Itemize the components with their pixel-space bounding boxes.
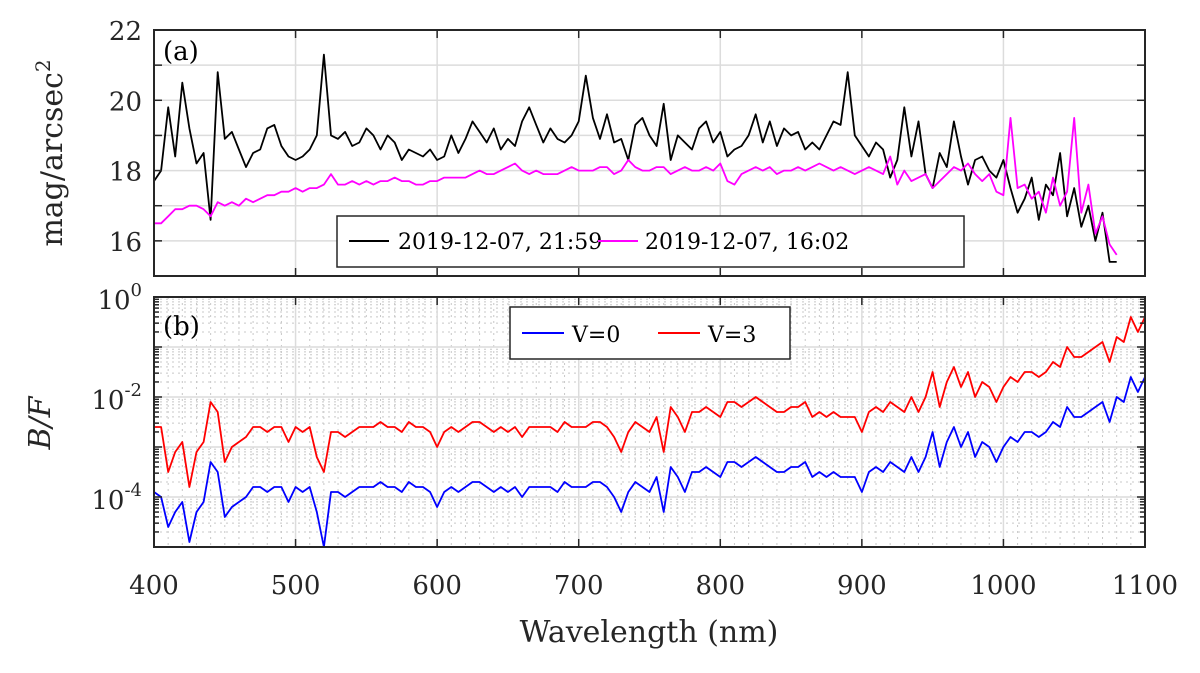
panel-a-ticks: 16 18 20 22 (109, 17, 1146, 277)
tick-exponent: -2 (124, 380, 142, 401)
panel-a-ytick-label: 20 (109, 87, 142, 117)
series-line-v0 (153, 376, 1146, 548)
x-tick-label: 600 (412, 571, 462, 601)
tick-exponent: 0 (131, 280, 142, 301)
panel-a-lines (153, 53, 1118, 263)
panel-a-ytick-label: 22 (109, 17, 142, 47)
panel-b-ytick-label: 10-4 (91, 480, 142, 516)
panel-b-ytick-label: 100 (97, 280, 142, 316)
tick-base: 10 (91, 386, 124, 416)
panel-b-lines (153, 316, 1146, 548)
panel-b-frame (153, 296, 1146, 548)
panel-b-ylabel-text: B/F (23, 395, 58, 450)
legend-label-v3: V=3 (707, 323, 756, 348)
series-line-v3 (154, 316, 1146, 488)
x-tick-labels: 400 500 600 700 800 900 1000 1100 (129, 571, 1178, 601)
panel-b-legend: V=0 V=3 (509, 306, 791, 360)
panel-a-ytick-label: 18 (109, 158, 142, 188)
panel-b-ytick-label: 10-2 (91, 380, 142, 416)
x-axis-label: Wavelength (nm) (520, 615, 779, 650)
panel-a-ylabel-base: mag/arcsec (35, 72, 70, 247)
panel-a-ylabel: mag/arcsec2 (31, 59, 70, 246)
panel-a-ylabel-sup: 2 (31, 59, 55, 72)
panel-a-frame (153, 29, 1146, 277)
x-tick-label: 700 (554, 571, 604, 601)
series-line-2159 (153, 53, 1117, 263)
x-tick-label: 1000 (970, 571, 1036, 601)
tick-base: 10 (91, 486, 124, 516)
panel-a-ytick-label: 16 (109, 228, 142, 258)
legend-label-1602: 2019-12-07, 16:02 (645, 230, 849, 255)
x-tick-label: 400 (129, 571, 179, 601)
tick-base: 10 (97, 286, 130, 316)
panel-b-ylabel: B/F (23, 395, 58, 450)
panel-a-legend: 2019-12-07, 21:59 2019-12-07, 16:02 (336, 215, 965, 268)
panel-a-ylabel-text: mag/arcsec2 (31, 59, 70, 246)
x-tick-label: 800 (695, 571, 745, 601)
tick-exponent: -4 (124, 480, 142, 501)
legend-label-v0: V=0 (571, 323, 620, 348)
legend-label-2159: 2019-12-07, 21:59 (398, 230, 602, 255)
series-line-1602 (154, 117, 1118, 256)
panel-b-label: (b) (163, 312, 200, 342)
x-tick-label: 500 (271, 571, 321, 601)
x-tick-label: 900 (837, 571, 887, 601)
panel-a-legend-box (336, 215, 965, 268)
x-tick-label: 1100 (1112, 571, 1178, 601)
panel-a-label: (a) (163, 37, 199, 67)
panel-a: 16 18 20 22 (a) mag/arcsec2 2019-12-07, 21:… (31, 17, 1146, 277)
